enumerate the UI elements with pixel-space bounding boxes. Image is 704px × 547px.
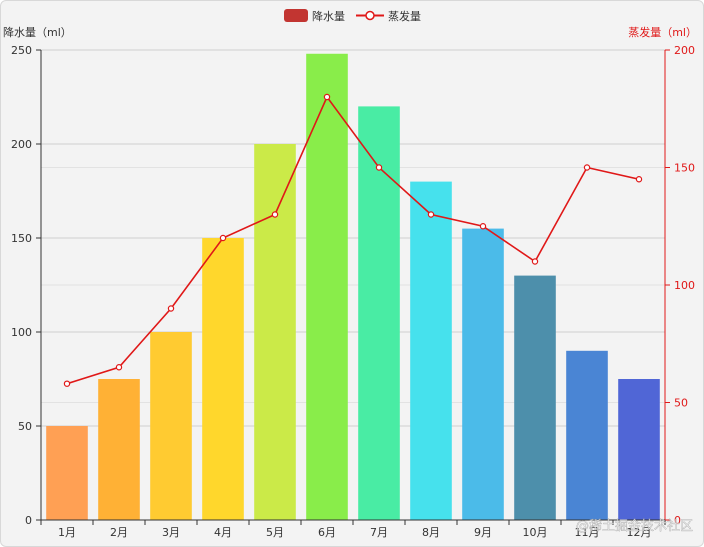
- y-left-tick-label: 250: [11, 44, 32, 57]
- line-point-10月: [531, 258, 539, 265]
- line-point-12月: [635, 176, 643, 183]
- x-tick-label: 12月: [627, 526, 652, 539]
- x-tick-label: 6月: [318, 526, 336, 539]
- y-left-tick-label: 200: [11, 138, 32, 151]
- bar-1月: [46, 426, 88, 520]
- line-layer: [63, 93, 643, 387]
- legend-bar-label[interactable]: 降水量: [312, 9, 345, 23]
- bar-3月: [150, 332, 192, 520]
- legend-line-label[interactable]: 蒸发量: [388, 9, 421, 23]
- x-tick-label: 8月: [422, 526, 440, 539]
- line-point-4月: [219, 234, 227, 242]
- x-tick-label: 5月: [266, 526, 284, 539]
- bar-8月: [410, 181, 452, 520]
- line-point-3月: [167, 305, 175, 312]
- bar-4月: [202, 238, 244, 520]
- line-point-11月: [583, 164, 591, 171]
- y-right-tick-label: 50: [674, 397, 688, 410]
- x-tick-label: 3月: [162, 526, 180, 539]
- legend-bar-swatch[interactable]: [284, 9, 308, 22]
- line-evaporation: [66, 95, 640, 385]
- y-right-tick-label: 200: [674, 44, 695, 57]
- x-tick-label: 9月: [474, 526, 492, 539]
- y-left-tick-label: 100: [11, 326, 32, 339]
- legend[interactable]: 降水量 蒸发量: [284, 9, 421, 23]
- x-tick-label: 4月: [214, 526, 232, 539]
- line-point-7月: [375, 164, 383, 171]
- y-left-tick-label: 50: [18, 420, 32, 433]
- bars-layer: [46, 53, 660, 521]
- bar-12月: [618, 379, 660, 520]
- x-tick-label: 10月: [523, 526, 548, 539]
- line-point-8月: [427, 211, 435, 218]
- line-point-1月: [63, 380, 71, 387]
- legend-line-marker[interactable]: [365, 10, 375, 21]
- watermark: @稀土掘金技术社区: [576, 518, 693, 534]
- y-right-tick-label: 150: [674, 162, 695, 175]
- bar-11月: [566, 350, 608, 520]
- axes-layer: 0 50 100 150 200 250 0 50 100 150 200 1月 2月 3月 4月 5月 6月 7…: [11, 44, 695, 539]
- y-axis-left-title: 降水量（ml）: [3, 25, 72, 39]
- bar-2月: [98, 379, 140, 520]
- x-tick-label: 1月: [58, 526, 76, 539]
- bar-9月: [462, 228, 504, 520]
- bar-10月: [514, 275, 556, 520]
- bar-7月: [358, 106, 400, 521]
- y-left-tick-label: 150: [11, 232, 32, 245]
- line-point-9月: [479, 223, 487, 230]
- y-right-tick-label: 100: [674, 279, 695, 292]
- y-right-tick-label: 0: [674, 514, 681, 527]
- bar-5月: [254, 144, 296, 520]
- x-tick-label: 7月: [370, 526, 388, 539]
- x-tick-label: 2月: [110, 526, 128, 539]
- y-axis-right-title: 蒸发量（ml）: [628, 25, 697, 39]
- line-point-6月: [323, 93, 331, 101]
- grid-layer: [41, 49, 665, 427]
- y-left-tick-label: 0: [25, 514, 32, 527]
- x-tick-label: 11月: [575, 526, 600, 539]
- line-point-5月: [271, 211, 279, 218]
- bar-6月: [306, 53, 348, 520]
- line-point-2月: [115, 364, 123, 371]
